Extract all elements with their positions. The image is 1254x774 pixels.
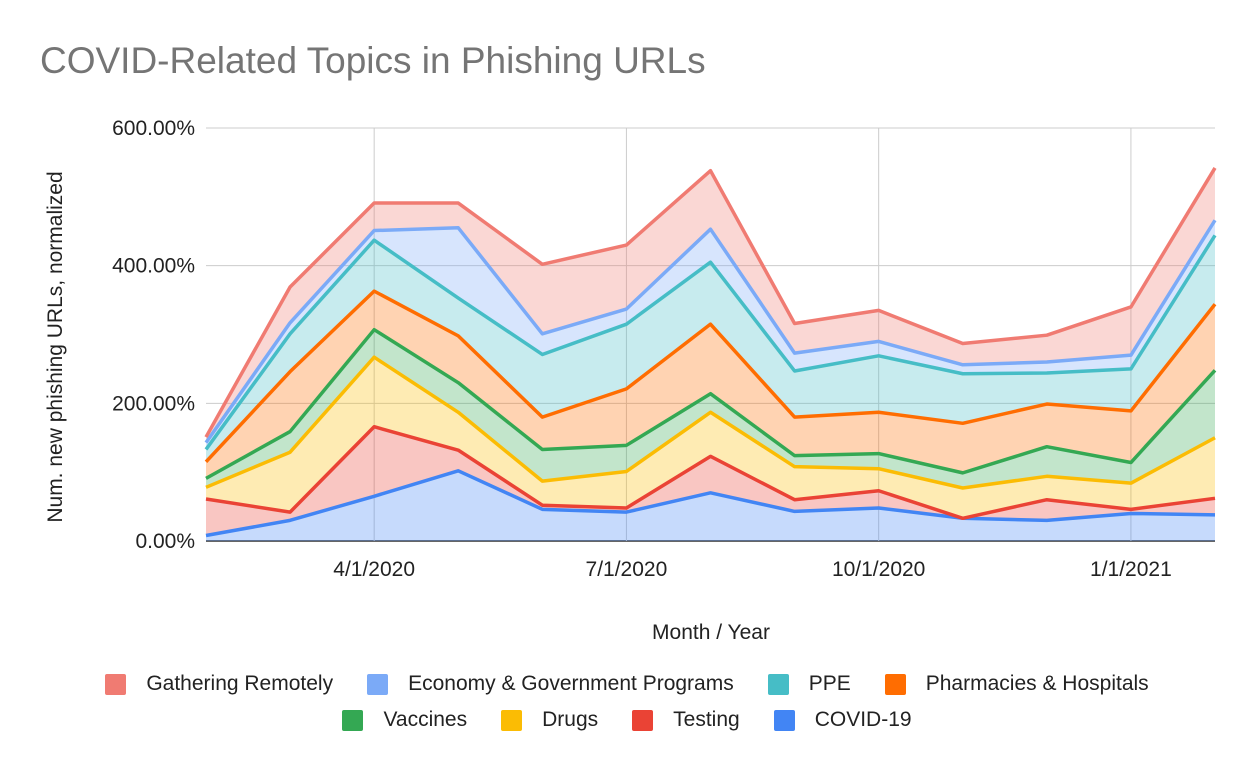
x-tick-label: 1/1/2021: [1090, 558, 1172, 581]
legend-item[interactable]: Gathering Remotely: [105, 672, 333, 696]
area-ppe: [206, 235, 1215, 462]
legend-row-1: Gathering Remotely Economy & Government P…: [0, 672, 1254, 696]
gridlines: [206, 127, 1215, 542]
line-ppe: [204, 234, 1217, 451]
area-drugs: [206, 357, 1215, 519]
line-drugs: [205, 355, 1216, 490]
legend-swatch: [367, 673, 389, 695]
legend-swatch: [767, 673, 789, 695]
area-covid-19: [206, 470, 1215, 541]
y-tick-label: 400.00%: [112, 255, 195, 278]
legend-swatch: [501, 709, 523, 731]
legend-item[interactable]: PPE: [767, 672, 851, 696]
legend-label: Vaccines: [383, 708, 468, 731]
legend-swatch: [105, 673, 127, 695]
legend-swatch: [632, 709, 654, 731]
line-pharmacies-hospitals: [204, 289, 1217, 464]
legend-swatch: [773, 709, 795, 731]
area-vaccines: [206, 329, 1215, 488]
legend-label: Testing: [673, 708, 740, 731]
axes: 0.00% 200.00% 400.00% 600.00% 4/1/2020 7/1/20…: [112, 117, 1172, 581]
x-tick-label: 10/1/2020: [832, 558, 925, 581]
legend-label: Economy & Government Programs: [408, 672, 734, 695]
legend-label: PPE: [808, 672, 851, 695]
line-testing: [205, 424, 1216, 521]
legend-row-2: Vaccines Drugs Testing COVID-19: [0, 708, 1254, 732]
y-tick-label: 600.00%: [112, 117, 195, 140]
legend-swatch: [884, 673, 906, 695]
line-gathering-remotely: [204, 167, 1217, 438]
series-lines: [204, 167, 1217, 538]
y-tick-label: 0.00%: [135, 530, 195, 553]
x-axis-title: Month / Year: [652, 621, 770, 644]
stacked-areas: [206, 167, 1215, 541]
line-covid-19: [205, 469, 1216, 538]
area-gathering-remotely: [206, 167, 1215, 443]
legend-item[interactable]: Pharmacies & Hospitals: [884, 672, 1149, 696]
y-tick-label: 200.00%: [112, 392, 195, 415]
line-economy-government-programs: [204, 219, 1217, 444]
legend-label: Gathering Remotely: [146, 672, 334, 695]
legend-item[interactable]: Vaccines: [342, 708, 467, 732]
x-tick-label: 4/1/2020: [333, 558, 415, 581]
legend-item[interactable]: Economy & Government Programs: [367, 672, 734, 696]
line-vaccines: [205, 327, 1217, 480]
y-axis-title: Num. new phishing URLs, normalized: [44, 171, 67, 522]
x-tick-label: 7/1/2020: [586, 558, 668, 581]
legend-label: Pharmacies & Hospitals: [925, 672, 1149, 695]
area-testing: [206, 426, 1215, 536]
legend-label: COVID-19: [814, 708, 912, 731]
legend-item[interactable]: Drugs: [501, 708, 598, 732]
area-economy-government-programs: [206, 220, 1215, 450]
chart-title: COVID-Related Topics in Phishing URLs: [40, 40, 706, 81]
legend-item[interactable]: COVID-19: [773, 708, 912, 732]
legend-item[interactable]: Testing: [632, 708, 740, 732]
legend-label: Drugs: [542, 708, 599, 731]
legend-swatch: [342, 709, 364, 731]
